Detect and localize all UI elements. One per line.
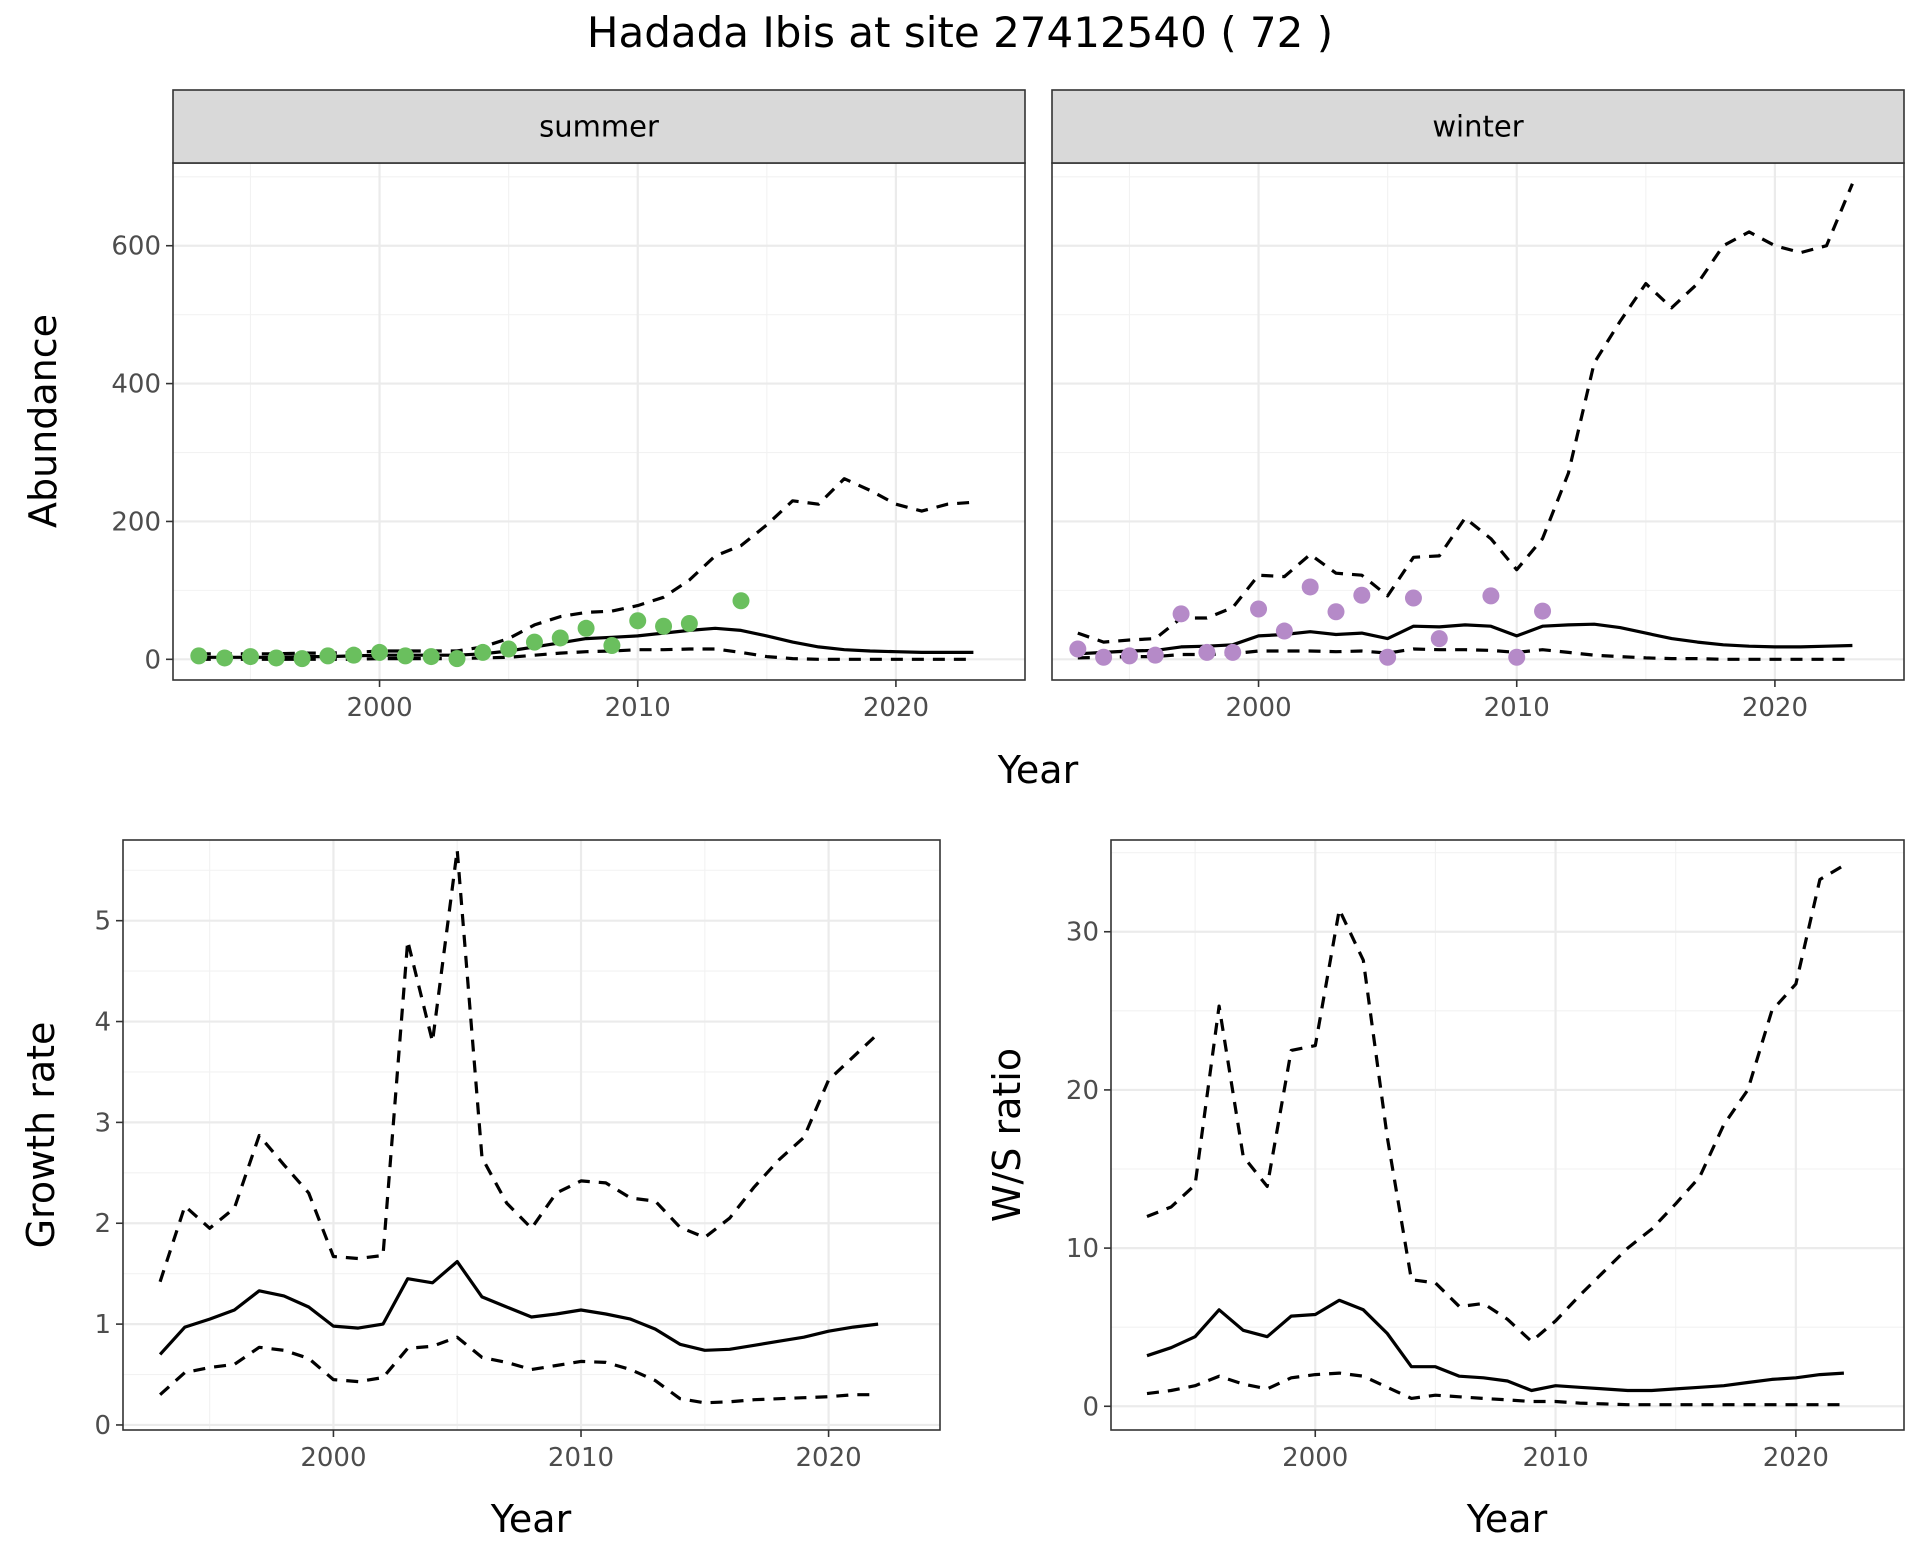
x-tick-label: 2000	[346, 693, 412, 723]
growth-y-axis-title: Growth rate	[19, 1022, 63, 1249]
abundance-y-axis-title: Abundance	[21, 314, 65, 528]
x-tick-label: 2010	[605, 693, 671, 723]
ws-y-axis-title: W/S ratio	[985, 1048, 1029, 1222]
y-tick-label: 600	[111, 232, 161, 262]
winter-data-point	[1120, 647, 1138, 665]
growth-dashed-line-2	[159, 1335, 879, 1405]
facet-strip-winter	[1051, 89, 1905, 164]
winter-data-point	[1250, 600, 1268, 618]
summer-data-point	[551, 629, 569, 647]
y-tick-label: 0	[1082, 1392, 1099, 1422]
ws-dashed-line-1	[1146, 863, 1845, 1344]
x-tick-label: 2020	[863, 693, 929, 723]
y-tick-label: 4	[94, 1008, 111, 1038]
y-tick-label: 200	[111, 507, 161, 537]
summer-data-point	[371, 643, 389, 661]
x-tick-label: 2010	[1484, 693, 1550, 723]
winter-data-point	[1198, 643, 1216, 661]
winter-data-point	[1275, 622, 1293, 640]
winter-data-point	[1534, 602, 1552, 620]
summer-data-point	[241, 648, 259, 666]
panel-border	[172, 162, 1026, 681]
y-tick-label: 3	[94, 1108, 111, 1138]
y-tick-label: 30	[1066, 918, 1099, 948]
winter-dashed-line-2	[1077, 647, 1853, 661]
y-tick-label: 0	[144, 645, 161, 675]
panel-abundance-summer: 2000 2010 2020 0 200 400 600 summer	[111, 89, 1026, 723]
facet-label-winter: winter	[1432, 110, 1523, 144]
summer-data-point	[190, 647, 208, 665]
x-tick-label: 2000	[300, 1443, 366, 1473]
y-tick-label: 20	[1066, 1076, 1099, 1106]
winter-data-point	[1224, 643, 1242, 661]
winter-data-point	[1146, 646, 1164, 664]
summer-data-point	[603, 637, 621, 655]
winter-data-point	[1379, 648, 1397, 666]
growth-x-axis-title: Year	[490, 1497, 572, 1541]
ws-solid-line-0	[1146, 1298, 1844, 1393]
x-tick-label: 2010	[548, 1443, 614, 1473]
winter-data-point	[1482, 587, 1500, 605]
summer-data-point	[629, 612, 647, 630]
summer-data-point	[448, 650, 466, 668]
ws-dashed-line-2	[1146, 1371, 1844, 1407]
x-tick-label: 2000	[1225, 693, 1291, 723]
chart-title: Hadada Ibis at site 27412540 ( 72 )	[587, 8, 1333, 57]
winter-dashed-line-1	[1077, 183, 1854, 644]
summer-data-point	[396, 647, 414, 665]
x-tick-label: 2010	[1522, 1443, 1588, 1473]
summer-data-point	[216, 649, 234, 667]
summer-data-point	[474, 643, 492, 661]
winter-data-point	[1404, 589, 1422, 607]
winter-data-point	[1301, 578, 1319, 596]
y-tick-label: 5	[94, 907, 111, 937]
winter-data-point	[1353, 586, 1371, 604]
panel-abundance-winter: 2000 2010 2020 winter	[1051, 89, 1905, 723]
summer-data-point	[577, 619, 595, 637]
summer-data-point	[680, 614, 698, 632]
panel-border	[1051, 162, 1905, 681]
summer-data-point	[655, 617, 673, 635]
x-tick-label: 2020	[1763, 1443, 1829, 1473]
winter-data-point	[1430, 630, 1448, 648]
abundance-x-axis-title: Year	[997, 748, 1079, 792]
x-tick-label: 2000	[1282, 1443, 1348, 1473]
summer-data-point	[319, 647, 337, 665]
summer-data-point	[267, 649, 285, 667]
x-tick-label: 2020	[796, 1443, 862, 1473]
panel-border	[1110, 839, 1905, 1431]
winter-data-point	[1069, 640, 1087, 658]
facet-strip-summer	[172, 89, 1026, 164]
growth-dashed-line-1	[158, 848, 880, 1283]
panel-border	[122, 839, 941, 1431]
ws-x-axis-title: Year	[1466, 1497, 1548, 1541]
x-tick-label: 2020	[1742, 693, 1808, 723]
winter-data-point	[1095, 648, 1113, 666]
growth-solid-line-0	[158, 1259, 879, 1356]
panel-ws-ratio: 2000 2010 2020 0 10 20 30	[1066, 839, 1905, 1473]
summer-data-point	[500, 640, 518, 658]
y-tick-label: 2	[94, 1209, 111, 1239]
panel-growth-rate: 2000 2010 2020 0 1 2 3 4 5	[94, 839, 941, 1473]
summer-data-point	[293, 650, 311, 668]
summer-data-point	[732, 592, 750, 610]
summer-data-point	[345, 646, 363, 664]
facet-label-summer: summer	[539, 110, 659, 144]
y-tick-label: 0	[94, 1411, 111, 1441]
y-tick-label: 10	[1066, 1234, 1099, 1264]
winter-data-point	[1508, 648, 1526, 666]
y-tick-label: 1	[94, 1310, 111, 1340]
winter-data-point	[1172, 605, 1190, 623]
y-tick-label: 400	[111, 370, 161, 400]
summer-data-point	[422, 648, 440, 666]
winter-data-point	[1327, 603, 1345, 621]
summer-data-point	[525, 633, 543, 651]
